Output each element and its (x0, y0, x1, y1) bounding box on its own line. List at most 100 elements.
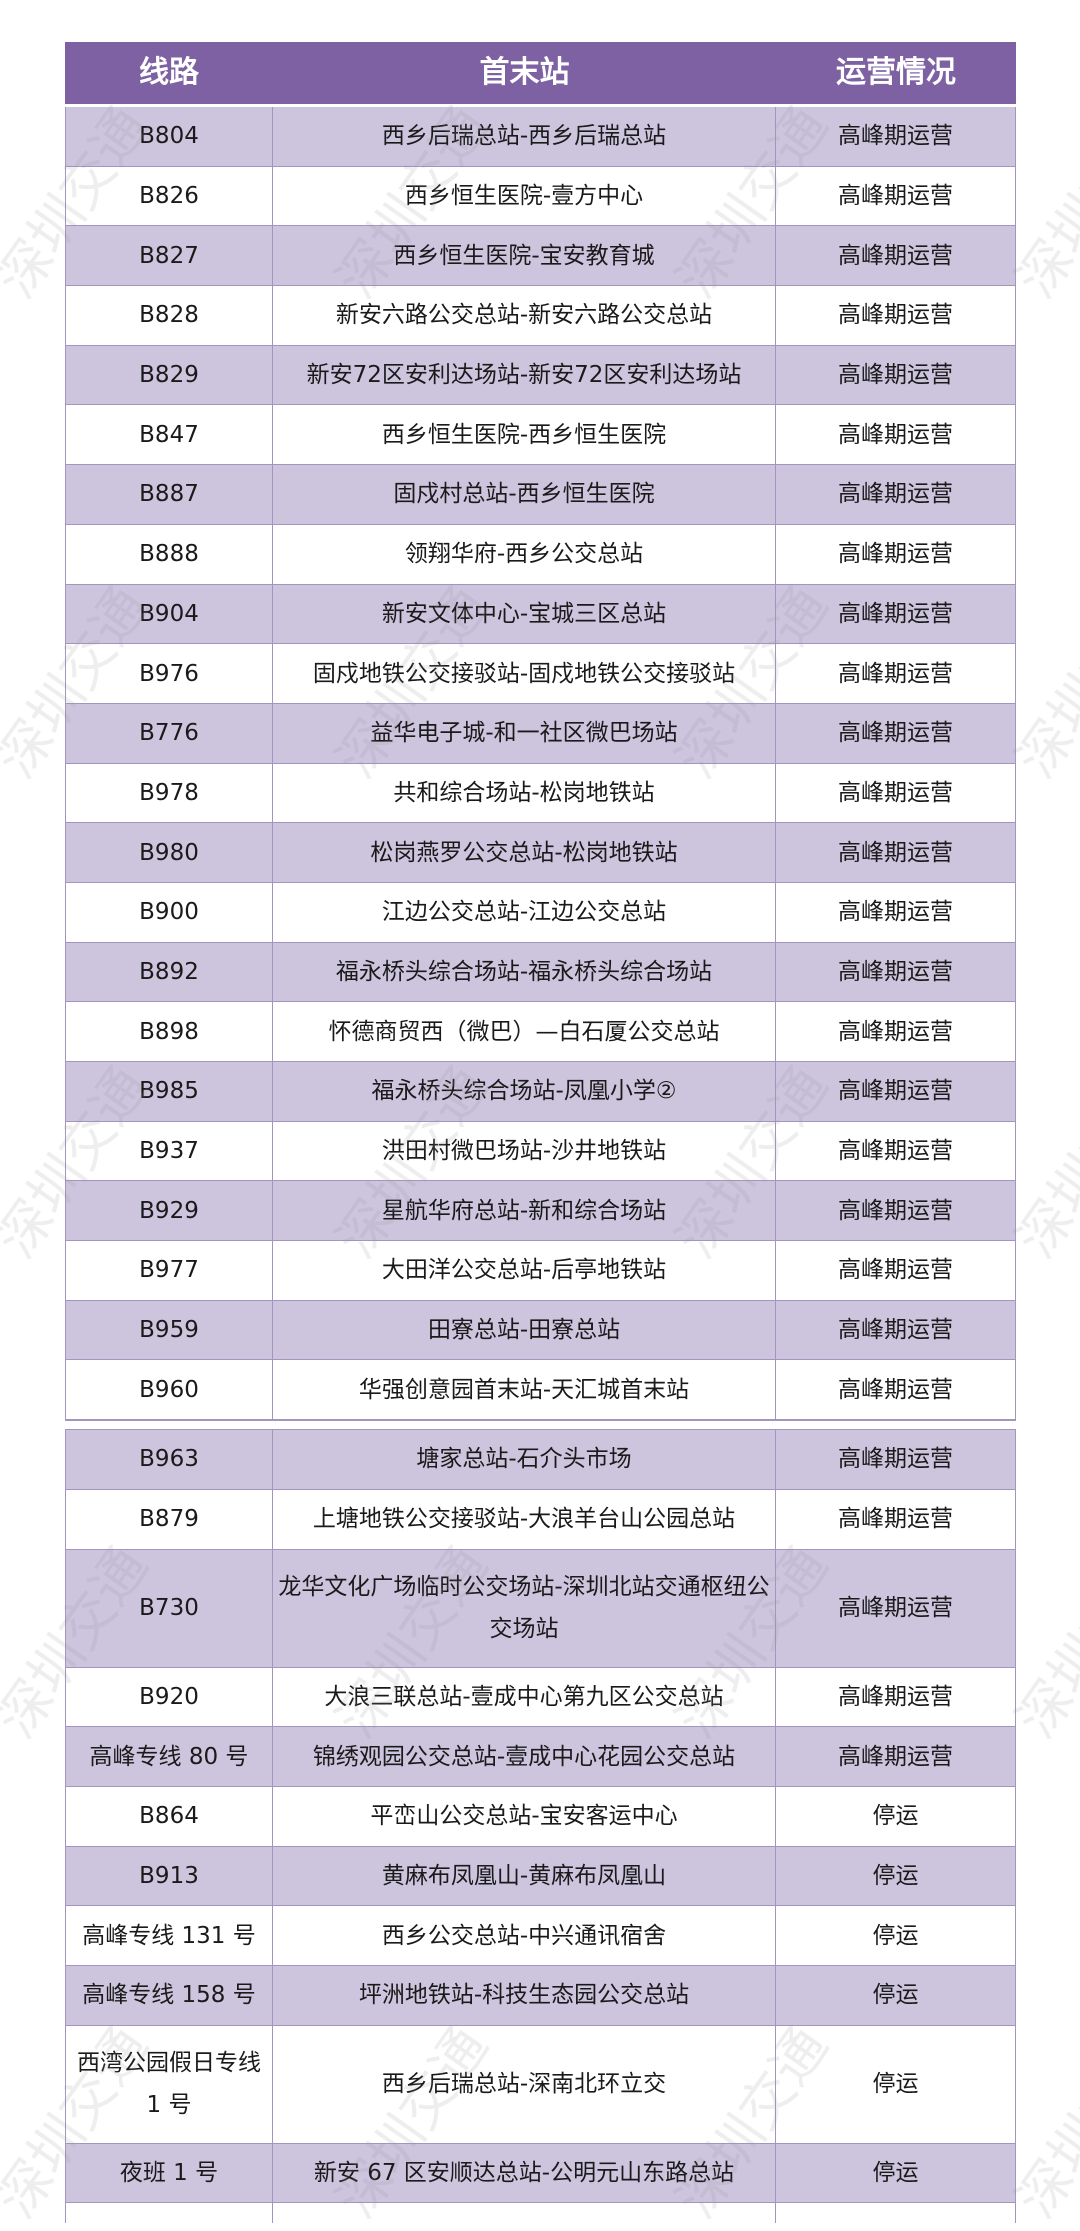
status-cell: 高峰期运营 (776, 286, 1016, 345)
table-row-partial (65, 2203, 1016, 2224)
status-cell: 高峰期运营 (776, 107, 1016, 166)
route-cell: B963 (65, 1430, 273, 1489)
status-cell: 高峰期运营 (776, 1667, 1016, 1727)
route-cell: B976 (65, 644, 273, 703)
table-row: B937 洪田村微巴场站-沙井地铁站 高峰期运营 (65, 1121, 1016, 1182)
status-cell: 停运 (776, 1965, 1016, 2025)
status-cell: 高峰期运营 (776, 1241, 1016, 1300)
status-cell: 高峰期运营 (776, 1121, 1016, 1181)
route-cell: B980 (65, 823, 273, 882)
route-cell: 高峰专线 131 号 (65, 1906, 273, 1965)
stops-cell: 华强创意园首末站-天汇城首末站 (273, 1360, 776, 1420)
status-cell: 高峰期运营 (776, 405, 1016, 465)
route-cell: B904 (65, 584, 273, 644)
route-cell: B888 (65, 524, 273, 584)
stops-cell: 新安六路公交总站-新安六路公交总站 (273, 286, 776, 345)
route-cell: B730 (65, 1549, 273, 1667)
route-cell: 高峰专线 80 号 (65, 1727, 273, 1786)
route-cell: B879 (65, 1489, 273, 1549)
stops-cell: 西乡恒生医院-西乡恒生医院 (273, 405, 776, 465)
table-row: 夜班 1 号新安 67 区安顺达总站-公明元山东路总站 停运 (65, 2143, 1016, 2204)
stops-cell: 大田洋公交总站-后亭地铁站 (273, 1241, 776, 1300)
table-row: B804 西乡后瑞总站-西乡后瑞总站 高峰期运营 (65, 107, 1016, 167)
status-cell: 高峰期运营 (776, 1300, 1016, 1360)
route-cell: B776 (65, 703, 273, 763)
header-route: 线路 (139, 55, 199, 90)
table-row: B978 共和综合场站-松岗地铁站 高峰期运营 (65, 763, 1016, 824)
table-row: B847 西乡恒生医院-西乡恒生医院 高峰期运营 (65, 405, 1016, 466)
stops-cell: 西乡恒生医院-宝安教育城 (273, 226, 776, 286)
table-row: B959 田寮总站-田寮总站 高峰期运营 (65, 1300, 1016, 1361)
stops-cell: 江边公交总站-江边公交总站 (273, 882, 776, 942)
stops-cell: 怀德商贸西（微巴）—白石厦公交总站 (273, 1002, 776, 1061)
route-cell: B920 (65, 1667, 273, 1727)
table-section-2: B963 塘家总站-石介头市场 高峰期运营 B879 上塘地铁公交接驳站-大浪羊台山公园… (65, 1430, 1016, 2204)
status-cell: 高峰期运营 (776, 882, 1016, 942)
table-row: B985 福永桥头综合场站-凤凰小学② 高峰期运营 (65, 1062, 1016, 1122)
stops-cell: 龙华文化广场临时公交场站-深圳北站交通枢纽公交场站 (273, 1549, 776, 1667)
status-cell: 高峰期运营 (776, 1489, 1016, 1549)
route-cell: 西湾公园假日专线 1 号 (65, 2025, 273, 2143)
status-cell: 高峰期运营 (776, 823, 1016, 882)
status-cell: 高峰期运营 (776, 166, 1016, 226)
status-cell: 停运 (776, 1906, 1016, 1965)
route-cell: B978 (65, 763, 273, 823)
route-cell: B929 (65, 1181, 273, 1241)
status-cell: 高峰期运营 (776, 1430, 1016, 1489)
stops-cell: 固戍地铁公交接驳站-固戍地铁公交接驳站 (273, 644, 776, 703)
status-cell: 高峰期运营 (776, 1549, 1016, 1667)
table-row: 西湾公园假日专线 1 号西乡后瑞总站-深南北环立交 停运 (65, 2025, 1016, 2144)
table-row: B888 领翔华府-西乡公交总站 高峰期运营 (65, 524, 1016, 585)
table-row: B879 上塘地铁公交接驳站-大浪羊台山公园总站 高峰期运营 (65, 1489, 1016, 1550)
table-row: B963 塘家总站-石介头市场 高峰期运营 (65, 1430, 1016, 1490)
table-row: B929 星航华府总站-新和综合场站 高峰期运营 (65, 1181, 1016, 1242)
status-cell: 高峰期运营 (776, 465, 1016, 524)
stops-cell: 福永桥头综合场站-福永桥头综合场站 (273, 942, 776, 1002)
status-cell: 高峰期运营 (776, 1360, 1016, 1420)
table-row: B976 固戍地铁公交接驳站-固戍地铁公交接驳站 高峰期运营 (65, 644, 1016, 704)
stops-cell: 塘家总站-石介头市场 (273, 1430, 776, 1489)
route-cell: B960 (65, 1360, 273, 1420)
table-header: 线路 首末站 运营情况 (65, 42, 1016, 107)
route-cell: B804 (65, 107, 273, 166)
stops-cell: 益华电子城-和一社区微巴场站 (273, 703, 776, 763)
table-row: B977 大田洋公交总站-后亭地铁站 高峰期运营 (65, 1241, 1016, 1301)
route-cell: B985 (65, 1062, 273, 1121)
status-cell: 高峰期运营 (776, 584, 1016, 644)
status-cell: 停运 (776, 1786, 1016, 1846)
header-status: 运营情况 (836, 55, 956, 90)
status-cell: 高峰期运营 (776, 524, 1016, 584)
table-row: B913 黄麻布凤凰山-黄麻布凤凰山 停运 (65, 1846, 1016, 1907)
table-row: B904 新安文体中心-宝城三区总站 高峰期运营 (65, 584, 1016, 645)
route-cell: B892 (65, 942, 273, 1002)
table-row: B730 龙华文化广场临时公交场站-深圳北站交通枢纽公交场站 高峰期运营 (65, 1549, 1016, 1668)
stops-cell: 福永桥头综合场站-凤凰小学② (273, 1062, 776, 1121)
route-cell: B898 (65, 1002, 273, 1061)
route-cell: B826 (65, 166, 273, 226)
table-row: B828 新安六路公交总站-新安六路公交总站 高峰期运营 (65, 286, 1016, 346)
stops-cell: 共和综合场站-松岗地铁站 (273, 763, 776, 823)
stops-cell: 锦绣观园公交总站-壹成中心花园公交总站 (273, 1727, 776, 1786)
stops-cell: 大浪三联总站-壹成中心第九区公交总站 (273, 1667, 776, 1727)
section-divider (65, 1420, 1016, 1431)
table-row: 高峰专线 158 号坪洲地铁站-科技生态园公交总站 停运 (65, 1965, 1016, 2026)
status-cell: 停运 (776, 2025, 1016, 2143)
table-row: B892 福永桥头综合场站-福永桥头综合场站 高峰期运营 (65, 942, 1016, 1003)
route-cell: B847 (65, 405, 273, 465)
stops-cell: 固戍村总站-西乡恒生医院 (273, 465, 776, 524)
table-row: B826 西乡恒生医院-壹方中心 高峰期运营 (65, 166, 1016, 227)
stops-cell: 西乡公交总站-中兴通讯宿舍 (273, 1906, 776, 1965)
table-row: 高峰专线 131 号西乡公交总站-中兴通讯宿舍 停运 (65, 1906, 1016, 1966)
status-cell: 停运 (776, 1846, 1016, 1906)
stops-cell: 松岗燕罗公交总站-松岗地铁站 (273, 823, 776, 882)
status-cell: 高峰期运营 (776, 644, 1016, 703)
stops-cell: 洪田村微巴场站-沙井地铁站 (273, 1121, 776, 1181)
table-section-1: B804 西乡后瑞总站-西乡后瑞总站 高峰期运营 B826 西乡恒生医院-壹方中心 高峰期… (65, 107, 1016, 1421)
route-cell: B959 (65, 1300, 273, 1360)
table-row: B900 江边公交总站-江边公交总站 高峰期运营 (65, 882, 1016, 943)
table-row: B864 平峦山公交总站-宝安客运中心 停运 (65, 1786, 1016, 1847)
stops-cell: 领翔华府-西乡公交总站 (273, 524, 776, 584)
route-cell: B887 (65, 465, 273, 524)
table-row: B980 松岗燕罗公交总站-松岗地铁站 高峰期运营 (65, 823, 1016, 883)
route-cell: B828 (65, 286, 273, 345)
